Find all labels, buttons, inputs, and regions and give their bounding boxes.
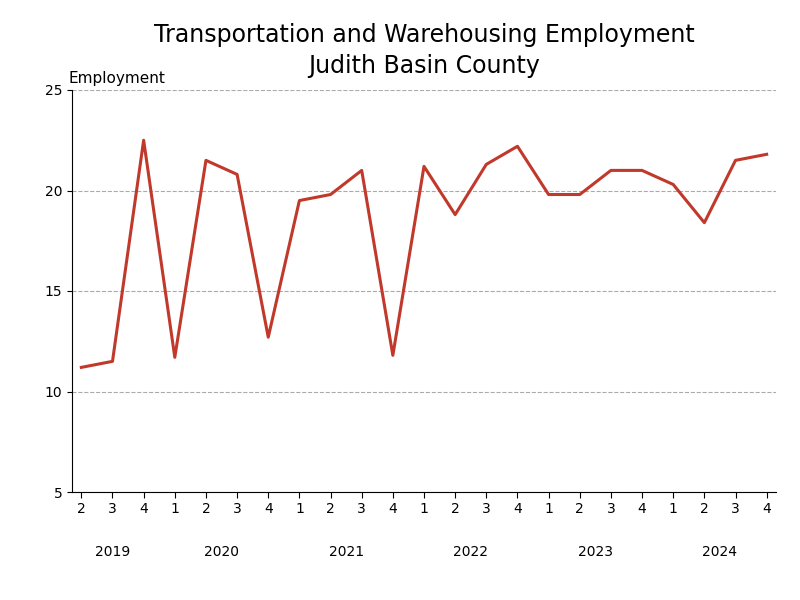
Title: Transportation and Warehousing Employment
Judith Basin County: Transportation and Warehousing Employmen… bbox=[154, 23, 694, 79]
Text: 2021: 2021 bbox=[329, 545, 364, 559]
Text: 2020: 2020 bbox=[204, 545, 239, 559]
Text: 2023: 2023 bbox=[578, 545, 613, 559]
Text: 2022: 2022 bbox=[454, 545, 488, 559]
Text: 2024: 2024 bbox=[702, 545, 738, 559]
Text: Employment: Employment bbox=[69, 71, 166, 86]
Text: 2019: 2019 bbox=[95, 545, 130, 559]
